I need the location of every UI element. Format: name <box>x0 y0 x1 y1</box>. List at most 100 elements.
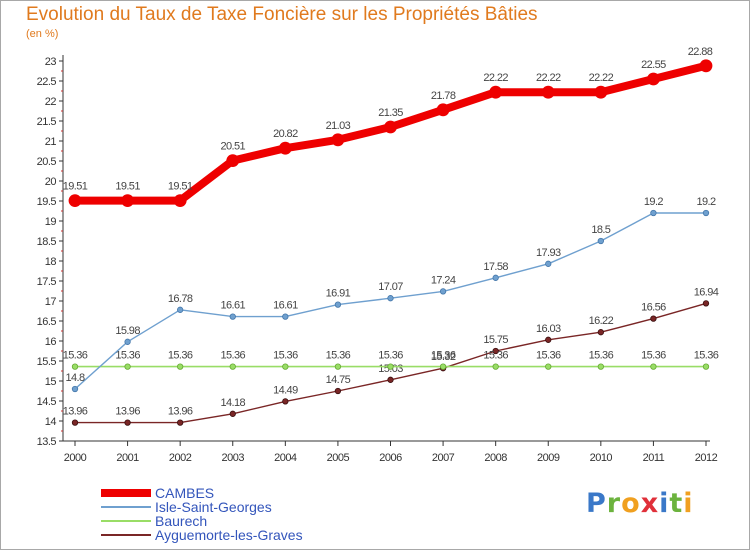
legend-item: Isle-Saint-Georges <box>101 499 272 515</box>
data-label: 15.36 <box>220 350 245 362</box>
logo-letter: P <box>586 488 607 519</box>
data-point <box>282 398 289 405</box>
legend-item: CAMBES <box>101 485 214 501</box>
data-point <box>226 154 240 168</box>
data-label: 15.36 <box>326 350 351 362</box>
data-label: 20.82 <box>273 128 298 140</box>
unit-label: (en %) <box>26 28 59 40</box>
data-label: 13.96 <box>115 406 140 418</box>
data-label: 22.22 <box>536 72 561 84</box>
data-point <box>702 209 710 217</box>
y-tick-label: 15 <box>45 376 57 388</box>
data-point <box>177 419 184 426</box>
y-tick-label: 17.5 <box>37 276 57 288</box>
series-baurech: 15.36 15.36 15.36 15.36 15.36 15.36 15.36 15.36… <box>63 350 719 370</box>
data-label: 15.36 <box>589 350 614 362</box>
data-label: 16.03 <box>536 323 561 335</box>
x-tick-label: 2011 <box>643 452 665 464</box>
x-tick-label: 2001 <box>116 452 139 464</box>
data-label: 15.36 <box>168 350 193 362</box>
data-point <box>439 363 447 370</box>
data-label: 17.24 <box>431 274 456 286</box>
data-label: 13.96 <box>63 406 88 418</box>
data-point <box>334 301 342 308</box>
data-label: 15.36 <box>641 350 666 362</box>
y-tick-label: 18.5 <box>37 236 57 248</box>
data-point <box>597 329 604 336</box>
x-tick-label: 2008 <box>484 452 507 464</box>
data-label: 19.2 <box>644 196 663 208</box>
data-label: 14.8 <box>65 372 84 384</box>
data-label: 15.36 <box>536 350 561 362</box>
data-point <box>124 363 131 370</box>
data-point <box>229 410 236 417</box>
data-point <box>650 363 657 370</box>
x-tick-label: 2006 <box>379 452 402 464</box>
data-point <box>387 376 394 383</box>
data-label: 15.36 <box>115 350 140 362</box>
data-point <box>71 363 79 370</box>
data-label: 15.98 <box>115 325 140 337</box>
legend-label: Baurech <box>155 513 207 529</box>
data-point <box>282 313 289 320</box>
logo-letter: t <box>669 488 684 519</box>
legend-label: Ayguemorte-les-Graves <box>155 527 303 543</box>
data-label: 14.18 <box>220 397 245 409</box>
data-label: 17.07 <box>378 281 403 293</box>
data-label: 17.58 <box>483 261 508 273</box>
data-point <box>71 385 79 393</box>
data-point <box>334 387 342 395</box>
data-point <box>545 363 552 370</box>
data-point <box>702 363 710 370</box>
x-tick-label: 2004 <box>274 452 297 464</box>
data-label: 15.36 <box>63 350 88 362</box>
data-point <box>229 313 236 320</box>
data-point <box>334 363 342 370</box>
x-tick-label: 2000 <box>64 452 87 464</box>
proxiti-logo: Proxiti <box>586 488 694 519</box>
data-label: 16.94 <box>694 286 719 298</box>
axes: 13.5 14 14.5 15 15.5 16 16.5 17 17.5 18 18.5 19 19.5… <box>37 55 718 464</box>
data-point <box>229 363 236 370</box>
data-label: 19.51 <box>168 181 193 193</box>
x-tick-label: 2007 <box>432 452 455 464</box>
y-tick-label: 23 <box>45 56 57 68</box>
y-tick-label: 20 <box>45 176 57 188</box>
logo-letter: x <box>640 488 660 519</box>
data-point <box>492 363 499 370</box>
logo-letter: o <box>621 488 641 519</box>
data-point <box>124 419 131 426</box>
data-label: 19.51 <box>115 181 140 193</box>
data-point <box>331 133 345 147</box>
logo-letter: r <box>606 488 622 519</box>
x-tick-label: 2002 <box>169 452 192 464</box>
x-tick-label: 2005 <box>327 452 350 464</box>
data-label: 15.36 <box>378 350 403 362</box>
y-tick-label: 19.5 <box>37 196 57 208</box>
x-tick-label: 2012 <box>695 452 718 464</box>
data-point <box>387 363 394 370</box>
y-tick-label: 22.5 <box>37 76 57 88</box>
data-point <box>68 194 82 208</box>
data-label: 15.36 <box>483 350 508 362</box>
data-label: 15.36 <box>431 350 456 362</box>
y-tick-label: 21.5 <box>37 116 57 128</box>
data-point <box>594 85 608 99</box>
y-tick-label: 21 <box>45 136 57 148</box>
y-tick-label: 18 <box>45 256 57 268</box>
data-label: 21.03 <box>326 120 351 132</box>
data-label: 16.22 <box>589 315 614 327</box>
y-tick-label: 14 <box>45 416 57 428</box>
legend-item: Ayguemorte-les-Graves <box>101 527 303 543</box>
x-tick-label: 2009 <box>537 452 560 464</box>
y-tick-label: 16 <box>45 336 57 348</box>
data-point <box>278 141 292 155</box>
y-tick-label: 17 <box>45 296 57 308</box>
logo-letter: i <box>659 488 670 519</box>
data-label: 16.56 <box>641 302 666 314</box>
data-label: 22.22 <box>483 72 508 84</box>
data-label: 15.75 <box>483 334 508 346</box>
data-point <box>71 419 79 426</box>
x-tick-label: 2010 <box>590 452 613 464</box>
